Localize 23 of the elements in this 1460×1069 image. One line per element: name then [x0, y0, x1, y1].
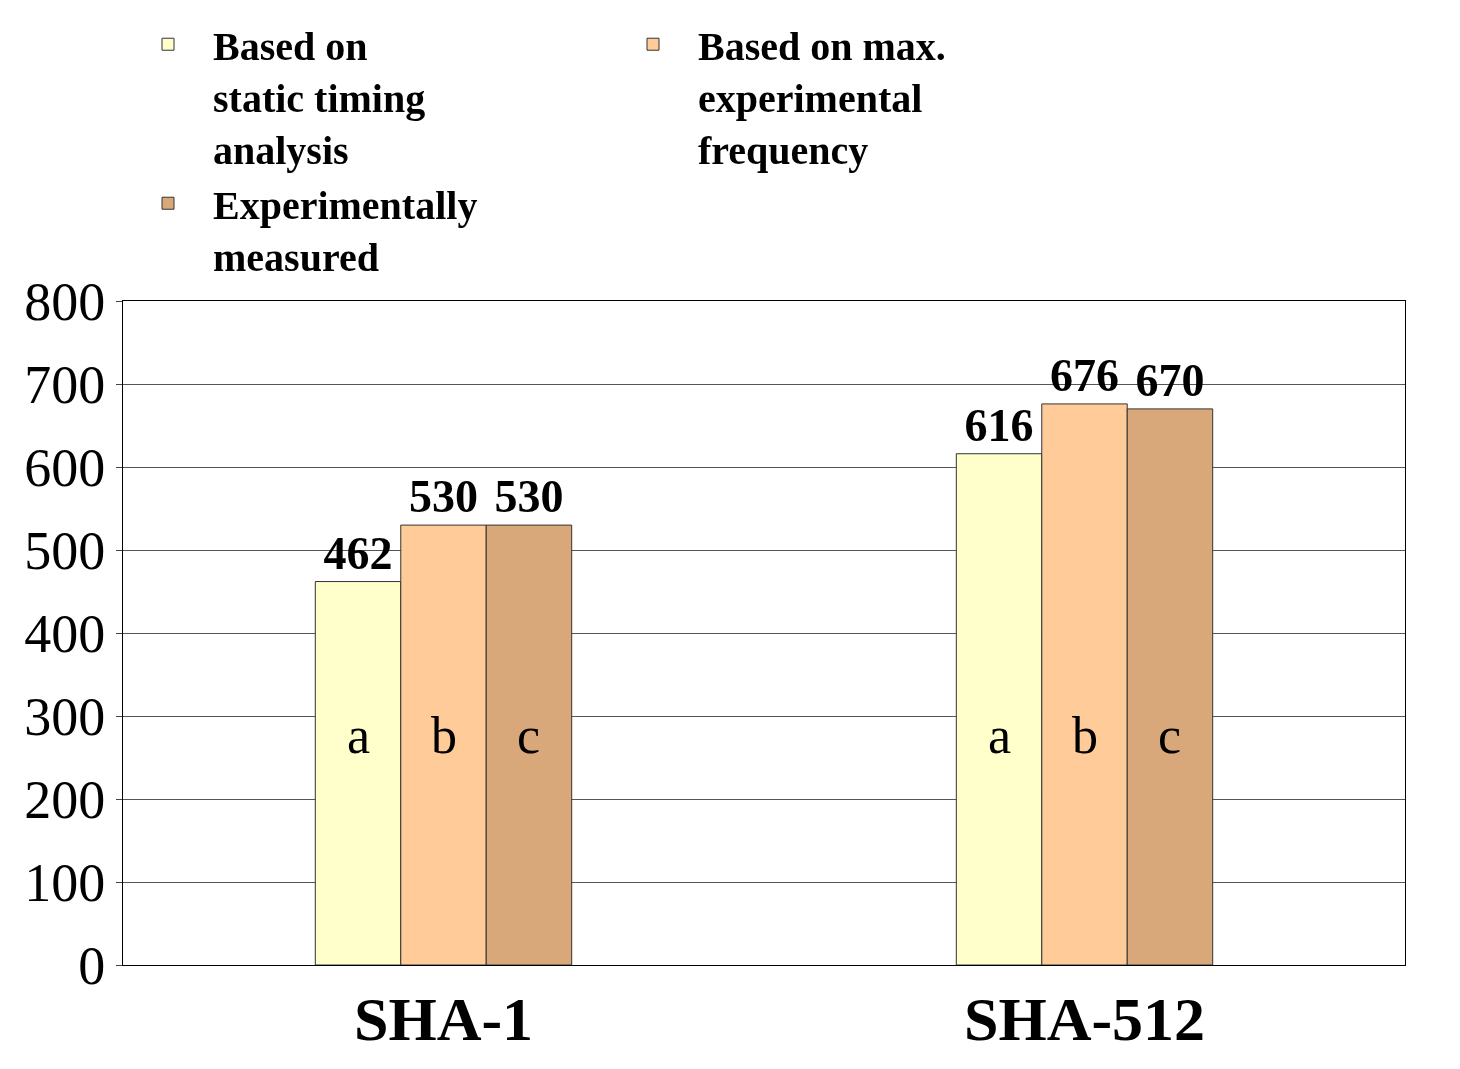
legend-label: Based on static timing analysis: [213, 23, 426, 173]
data-label: 530: [409, 471, 478, 523]
annotation: b: [431, 707, 457, 764]
y-tick-label: 0: [78, 935, 106, 996]
x-tick-label: SHA-512: [963, 985, 1206, 1054]
y-tick-label: 600: [24, 437, 106, 498]
y-tick-label: 500: [24, 520, 106, 581]
y-tick-label: 200: [24, 769, 106, 830]
y-tick-label: 800: [24, 271, 106, 332]
annotation: a: [347, 707, 371, 764]
annotation: b: [1072, 707, 1098, 764]
annotation: a: [988, 707, 1012, 764]
y-tick-label: 300: [24, 686, 106, 747]
y-tick-label: 700: [24, 354, 106, 415]
y-tick-label: 400: [24, 603, 106, 664]
annotation: c: [1158, 707, 1182, 764]
legend-label: Experimentally measured: [213, 182, 478, 280]
annotation: c: [517, 707, 541, 764]
x-tick-label: SHA-1: [353, 985, 534, 1054]
data-label: 616: [964, 399, 1034, 451]
data-label: 530: [494, 471, 564, 523]
y-tick-label: 100: [24, 852, 106, 913]
legend-label: Based on max. experimental frequency: [698, 23, 946, 173]
